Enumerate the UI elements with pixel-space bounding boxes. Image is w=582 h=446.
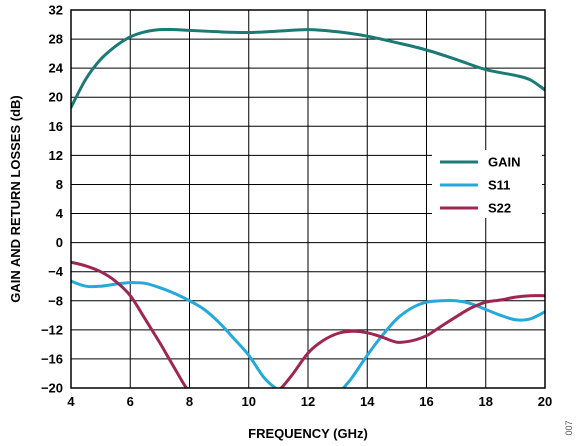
series-line-s11 [71, 279, 545, 388]
y-tick-label: 8 [56, 177, 63, 192]
legend-label-gain: GAIN [488, 155, 521, 170]
y-tick-label: 4 [56, 206, 64, 221]
y-axis-label: GAIN AND RETURN LOSSES (dB) [8, 95, 23, 303]
plot-frame [70, 9, 546, 389]
y-tick-label: 32 [49, 3, 63, 18]
x-axis-label: FREQUENCY (GHz) [248, 426, 368, 441]
x-tick-label: 20 [538, 394, 552, 409]
y-tick-label: −20 [41, 381, 63, 396]
x-tick-labels: 4 6 8 10 12 14 16 18 20 [67, 394, 552, 409]
y-tick-label: 16 [49, 119, 63, 134]
x-tick-label: 16 [419, 394, 433, 409]
x-tick-label: 4 [67, 394, 75, 409]
series-line-s22 [71, 260, 545, 388]
x-tick-label: 8 [186, 394, 193, 409]
y-tick-labels: −20 −16 −12 −8 −4 0 4 8 12 16 20 24 28 32 [41, 3, 64, 396]
series-line-gain [71, 27, 545, 109]
y-tick-label: 20 [49, 90, 63, 105]
figure-id: 007 [564, 420, 574, 435]
x-tick-label: 14 [360, 394, 375, 409]
y-tick-label: −16 [41, 351, 63, 366]
x-tick-label: 18 [479, 394, 493, 409]
y-tick-label: −4 [48, 264, 64, 279]
y-tick-label: −8 [48, 293, 63, 308]
y-tick-label: 24 [49, 61, 64, 76]
series-layer [71, 27, 545, 388]
x-tick-label: 12 [301, 394, 315, 409]
legend-label-s22: S22 [488, 201, 511, 216]
grid [71, 10, 545, 388]
y-tick-label: −12 [41, 322, 63, 337]
legend: GAIN S11 S22 [432, 150, 542, 218]
legend-label-s11: S11 [488, 178, 510, 193]
y-tick-label: 12 [49, 148, 63, 163]
x-tick-label: 6 [127, 394, 134, 409]
y-tick-label: 28 [49, 32, 63, 47]
y-tick-label: 0 [56, 235, 63, 250]
x-tick-label: 10 [242, 394, 256, 409]
